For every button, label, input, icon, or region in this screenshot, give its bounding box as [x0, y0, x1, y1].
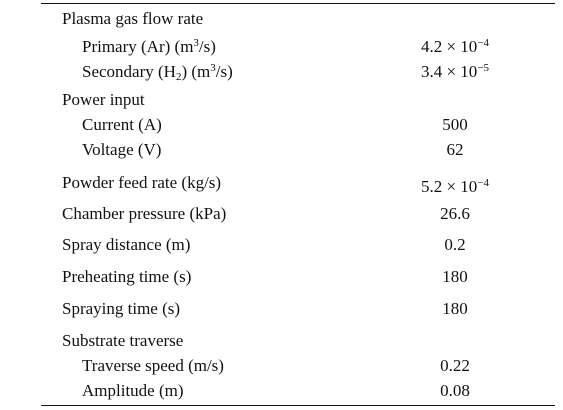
label-sup: 3 [210, 62, 216, 74]
row-value: 4.2 × 10−4 [375, 33, 535, 57]
group-label: Power input [62, 90, 145, 109]
row-label: Traverse speed (m/s) [82, 356, 224, 375]
value-sup: −4 [477, 37, 490, 49]
row-value: 26.6 [440, 204, 470, 223]
label-text: Secondary (H [82, 62, 176, 81]
value-sup: −4 [477, 177, 490, 189]
row-label: Preheating time (s) [62, 267, 192, 286]
label-sup: 3 [193, 37, 199, 49]
row-label: Powder feed rate (kg/s) [62, 173, 222, 192]
row-label: Secondary (H2) (m3/s) [82, 58, 233, 87]
row-label: Voltage (V) [82, 140, 162, 159]
row-label: Spraying time (s) [62, 299, 181, 318]
row-value: 62 [446, 140, 464, 159]
row-value: 5.2 × 10−4 [375, 173, 535, 197]
label-sub: 2 [175, 71, 182, 83]
row-value: 3.4 × 10−5 [375, 58, 535, 82]
top-rule [41, 3, 555, 4]
row-value: 180 [442, 299, 468, 318]
row-value: 0.2 [444, 235, 466, 254]
row-value: 500 [442, 115, 468, 134]
value-text: 3.4 × 10 [420, 62, 478, 81]
row-label: Chamber pressure (kPa) [62, 204, 227, 223]
value-text: 4.2 × 10 [420, 37, 478, 56]
value-text: 5.2 × 10 [420, 177, 478, 196]
row-label: Current (A) [82, 115, 162, 134]
label-text: ) (m [181, 62, 211, 81]
bottom-rule [41, 405, 555, 406]
label-text: /s) [198, 37, 216, 56]
label-text: Primary (Ar) (m [82, 37, 194, 56]
row-value: 0.22 [440, 356, 470, 375]
row-label: Spray distance (m) [62, 235, 191, 254]
value-sup: −5 [477, 62, 490, 74]
row-label: Primary (Ar) (m3/s) [82, 33, 216, 57]
row-value: 180 [442, 267, 468, 286]
group-label: Plasma gas flow rate [62, 9, 204, 28]
group-label: Substrate traverse [62, 331, 184, 350]
row-label: Amplitude (m) [82, 381, 184, 400]
label-text: /s) [215, 62, 233, 81]
row-value: 0.08 [440, 381, 470, 400]
